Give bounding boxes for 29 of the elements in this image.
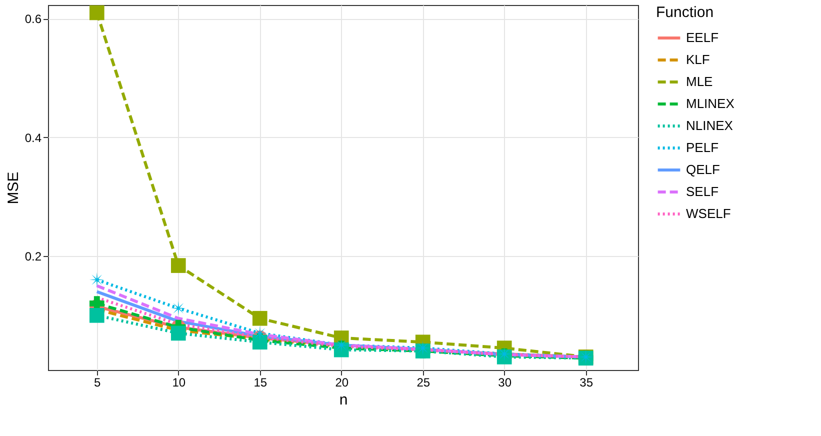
y-axis-title: MSE	[4, 172, 22, 204]
x-axis-title: n	[339, 392, 348, 408]
x-tick-label: 25	[416, 376, 430, 390]
y-tick-label: 0.2	[24, 250, 42, 264]
x-tick-label: 5	[94, 376, 102, 390]
legend-label: NLINEX	[686, 118, 734, 133]
legend-label: KLF	[686, 52, 710, 67]
legend-label: SELF	[686, 184, 719, 199]
point	[89, 308, 104, 323]
legend-label: EELF	[686, 30, 719, 45]
legend-label: PELF	[686, 140, 719, 155]
point	[170, 300, 186, 316]
legend-label: MLE	[686, 74, 714, 89]
point	[170, 258, 186, 273]
x-tick-label: 15	[254, 376, 268, 390]
legend-title: Function	[656, 4, 714, 21]
point	[170, 326, 186, 341]
y-tick-label: 0.6	[24, 12, 42, 26]
x-tick-label: 35	[580, 376, 594, 390]
y-tick-label: 0.4	[24, 130, 42, 145]
point	[252, 310, 268, 326]
point	[89, 5, 104, 20]
legend-label: QELF	[686, 162, 720, 177]
x-tick-label: 20	[335, 376, 349, 390]
legend-label: MLINEX	[686, 96, 735, 111]
x-tick-label: 10	[172, 376, 186, 390]
legend-label: WSELF	[686, 206, 731, 221]
point	[89, 272, 104, 288]
x-tick-label: 30	[498, 376, 512, 390]
